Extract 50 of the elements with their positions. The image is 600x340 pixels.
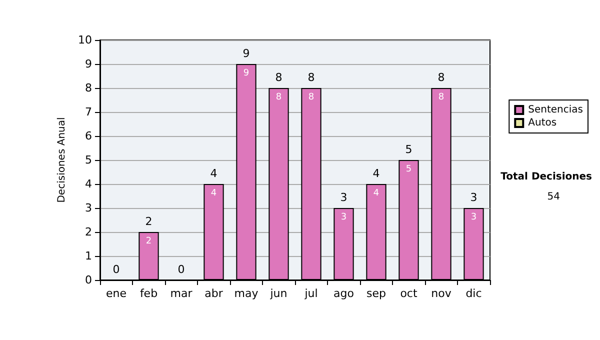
x-tick-label: ene xyxy=(106,287,127,300)
x-tick-label: oct xyxy=(400,287,418,300)
total-label: 8 xyxy=(438,71,445,84)
data-label: 4 xyxy=(210,188,217,198)
data-label: 2 xyxy=(146,236,152,246)
legend-label: Autos xyxy=(528,118,557,128)
total-label: 8 xyxy=(308,71,315,84)
total-label: 3 xyxy=(470,191,478,204)
x-tick-label: may xyxy=(234,287,259,300)
y-tick-label: 4 xyxy=(85,178,92,190)
x-tick-label: abr xyxy=(204,287,224,300)
y-tick-label: 2 xyxy=(85,226,92,238)
total-label: 0 xyxy=(112,263,120,276)
data-label: 8 xyxy=(276,92,282,102)
total-label: 5 xyxy=(405,143,412,156)
total-label: 0 xyxy=(178,263,185,276)
x-tick-label: sep xyxy=(366,287,386,300)
total-label: 2 xyxy=(145,215,152,228)
x-tick-label: jul xyxy=(304,287,318,300)
data-label: 3 xyxy=(340,212,347,222)
y-tick-label: 9 xyxy=(85,58,92,70)
y-tick-label: 10 xyxy=(78,34,92,46)
total-label: 3 xyxy=(340,191,348,204)
y-tick-label: 0 xyxy=(85,274,92,286)
y-axis-title: Decisiones Anual xyxy=(56,117,68,203)
total-label: 4 xyxy=(372,167,380,180)
y-tick-label: 8 xyxy=(85,82,92,94)
x-tick-label: nov xyxy=(431,287,452,300)
data-label: 8 xyxy=(438,92,444,102)
y-tick-label: 6 xyxy=(85,130,92,142)
x-tick-label: ago xyxy=(334,287,354,300)
data-label: 9 xyxy=(243,68,250,78)
text: 54 xyxy=(547,192,560,202)
data-label: 5 xyxy=(406,164,412,174)
y-tick-label: 5 xyxy=(85,154,92,166)
total-label: 9 xyxy=(242,47,250,60)
data-label: 4 xyxy=(373,188,380,198)
x-tick-label: jun xyxy=(269,287,288,300)
x-tick-label: dic xyxy=(466,287,482,300)
y-tick-label: 7 xyxy=(85,106,92,118)
data-label: 3 xyxy=(470,212,477,222)
x-tick-label: feb xyxy=(140,287,158,300)
text: Total Decisiones xyxy=(500,172,592,182)
legend-label: Sentencias xyxy=(528,104,584,116)
x-tick-label: mar xyxy=(170,287,193,300)
y-tick-label: 1 xyxy=(85,250,92,262)
total-label: 8 xyxy=(275,71,282,84)
data-label: 8 xyxy=(308,92,314,102)
total-label: 4 xyxy=(210,167,218,180)
y-tick-label: 3 xyxy=(85,202,92,214)
